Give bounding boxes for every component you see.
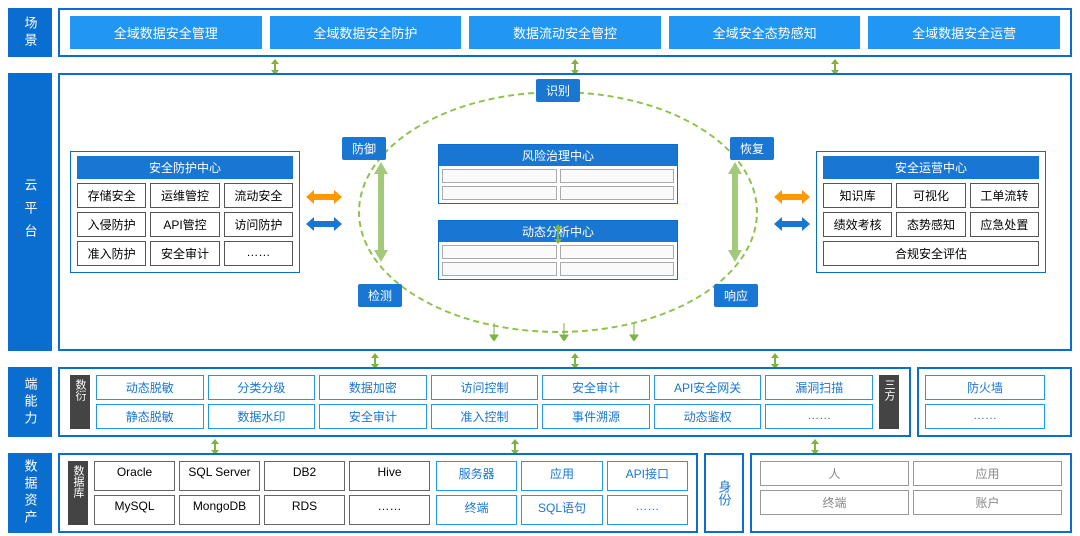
capability-row: 端能力 数衍 动态脱敏分类分级数据加密访问控制安全审计API安全网关漏洞扫描静态… [8, 367, 1072, 437]
cap-item: 数据加密 [319, 375, 427, 400]
protect-item: 安全审计 [150, 241, 219, 266]
scenario-item: 全域数据安全防护 [270, 16, 462, 49]
ops-center: 安全运营中心 知识库可视化工单流转绩效考核态势感知应急处置合规安全评估 [816, 151, 1046, 273]
ops-item: 应急处置 [970, 212, 1039, 237]
id-item: 账户 [913, 490, 1062, 515]
id-item: 应用 [913, 461, 1062, 486]
protect-item: 访问防护 [224, 212, 293, 237]
protect-item: API管控 [150, 212, 219, 237]
cloud-row: 云平台 安全防护中心 存储安全运维管控流动安全入侵防护API管控访问防护准入防护… [8, 73, 1072, 351]
connector-2 [8, 355, 1072, 367]
ops-item: 知识库 [823, 183, 892, 208]
id-item: 人 [760, 461, 909, 486]
srv-item: API接口 [607, 461, 688, 491]
ops-item: 工单流转 [970, 183, 1039, 208]
cloud-label: 云平台 [8, 73, 52, 351]
connector-1 [8, 61, 1072, 73]
tag-detect: 检测 [358, 284, 402, 307]
cap-item: 事件溯源 [542, 404, 650, 429]
capability-label: 端能力 [8, 367, 52, 437]
ops-item: 可视化 [896, 183, 965, 208]
cap-item: 安全审计 [319, 404, 427, 429]
capability-panel: 数衍 动态脱敏分类分级数据加密访问控制安全审计API安全网关漏洞扫描静态脱敏数据… [58, 367, 911, 437]
architecture-diagram: 场景 全域数据安全管理全域数据安全防护数据流动安全管控全域安全态势感知全域数据安… [8, 8, 1072, 528]
cap-item: 动态鉴权 [654, 404, 762, 429]
cap-item: …… [765, 404, 873, 429]
cap-item: API安全网关 [654, 375, 762, 400]
db-item: SQL Server [179, 461, 260, 491]
cap-item: 访问控制 [431, 375, 539, 400]
db-item: Hive [349, 461, 430, 491]
protect-item: 存储安全 [77, 183, 146, 208]
db-item: MySQL [94, 495, 175, 525]
scenario-panel: 全域数据安全管理全域数据安全防护数据流动安全管控全域安全态势感知全域数据安全运营 [58, 8, 1072, 57]
db-item: Oracle [94, 461, 175, 491]
asset-side: 数据库 [68, 461, 88, 525]
cap-item: 动态脱敏 [96, 375, 204, 400]
cap-item: 安全审计 [542, 375, 650, 400]
cap-item: 静态脱敏 [96, 404, 204, 429]
asset-row: 数据资产 数据库 OracleSQL ServerDB2Hive MySQLMon… [8, 453, 1072, 533]
connector-3 [8, 441, 1072, 453]
identity-items-panel: 人应用终端账户 [750, 453, 1072, 533]
tag-respond: 响应 [714, 284, 758, 307]
cloud-panel: 安全防护中心 存储安全运维管控流动安全入侵防护API管控访问防护准入防护安全审计… [58, 73, 1072, 351]
cap-item: 准入控制 [431, 404, 539, 429]
ops-title: 安全运营中心 [823, 156, 1039, 179]
protect-item: 流动安全 [224, 183, 293, 208]
srv-item: …… [607, 495, 688, 525]
protect-item: 运维管控 [150, 183, 219, 208]
scenario-item: 全域数据安全运营 [868, 16, 1060, 49]
protect-title: 安全防护中心 [77, 156, 293, 179]
cap-item: 分类分级 [208, 375, 316, 400]
risk-center: 风险治理中心 [438, 144, 678, 204]
protect-center: 安全防护中心 存储安全运维管控流动安全入侵防护API管控访问防护准入防护安全审计… [70, 151, 300, 273]
id-item: 终端 [760, 490, 909, 515]
cap-item: 漏洞扫描 [765, 375, 873, 400]
cap-side-l: 数衍 [70, 375, 90, 429]
arrow-right [772, 182, 812, 242]
db-item: MongoDB [179, 495, 260, 525]
tag-recover: 恢复 [730, 137, 774, 160]
protect-item: …… [224, 241, 293, 266]
cap-side-r: 三方 [879, 375, 899, 429]
db-item: …… [349, 495, 430, 525]
scenario-item: 全域数据安全管理 [70, 16, 262, 49]
cap-item: 数据水印 [208, 404, 316, 429]
srv-item: 终端 [436, 495, 517, 525]
cap-mini-item: 防火墙 [925, 375, 1045, 400]
ops-item: 态势感知 [896, 212, 965, 237]
tag-identify: 识别 [536, 79, 580, 102]
tag-defend: 防御 [342, 137, 386, 160]
ops-item: 绩效考核 [823, 212, 892, 237]
cap-mini-item: …… [925, 404, 1045, 429]
asset-panel: 数据库 OracleSQL ServerDB2Hive MySQLMongoDBR… [58, 453, 698, 533]
scenario-item: 数据流动安全管控 [469, 16, 661, 49]
ellipse-area: 识别 防御 恢复 检测 响应 风险治理中心 动态分析中心 [348, 81, 768, 343]
db-item: DB2 [264, 461, 345, 491]
scenario-label: 场景 [8, 8, 52, 57]
asset-label: 数据资产 [8, 453, 52, 533]
scenario-item: 全域安全态势感知 [669, 16, 861, 49]
arrow-left [304, 182, 344, 242]
protect-item: 入侵防护 [77, 212, 146, 237]
protect-item: 准入防护 [77, 241, 146, 266]
db-item: RDS [264, 495, 345, 525]
ops-item-full: 合规安全评估 [823, 241, 1039, 266]
srv-item: SQL语句 [521, 495, 602, 525]
identity-panel: 身份 [704, 453, 744, 533]
capability-side-panel: 防火墙 …… [917, 367, 1072, 437]
scenario-row: 场景 全域数据安全管理全域数据安全防护数据流动安全管控全域安全态势感知全域数据安… [8, 8, 1072, 57]
srv-item: 服务器 [436, 461, 517, 491]
srv-item: 应用 [521, 461, 602, 491]
